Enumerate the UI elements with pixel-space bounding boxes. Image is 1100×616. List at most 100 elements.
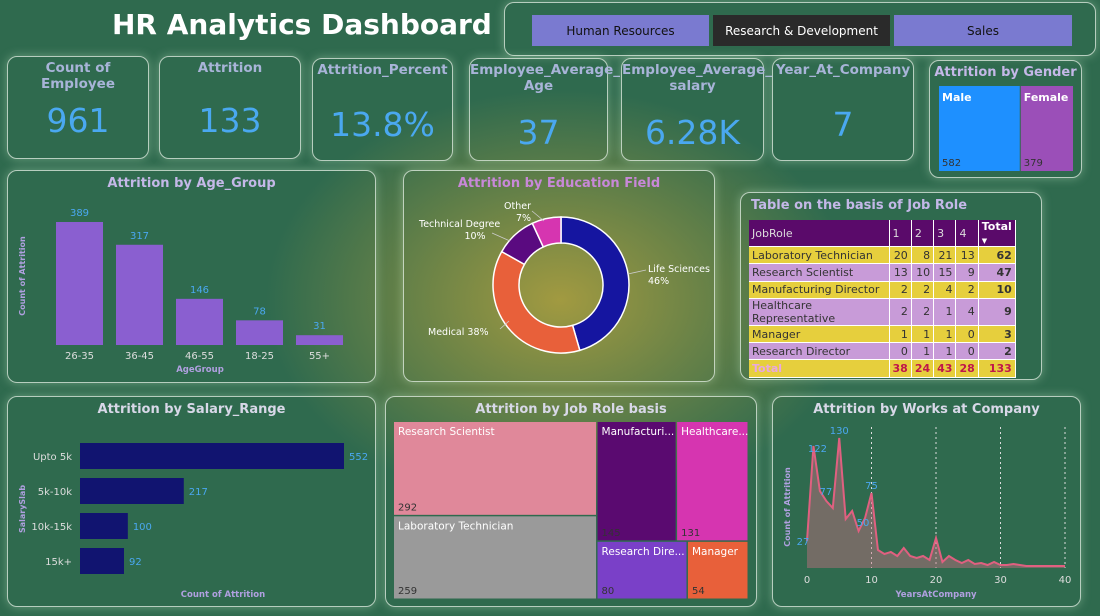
table-cell-total: 10 [978,281,1016,299]
table-cell-total: 62 [978,246,1016,265]
kpi-attrition-percent: Attrition_Percent 13.8% [312,58,453,161]
chart-title: Attrition by Works at Company [813,402,1040,417]
gender-treemap: Male 582 Female 379 [939,86,1073,171]
education-slice-label: Technical Degree [418,219,500,230]
kpi-value: 7 [832,105,854,144]
age-data-label: 31 [313,321,326,332]
sort-desc-icon: ▼ [981,237,988,245]
education-slice-label: Other [504,201,531,212]
kpi-title: Employee_Average_ Age [470,62,620,94]
kpi-value: 961 [46,101,110,140]
gender-cell [939,86,1020,171]
table-cell-jobrole: Healthcare Representative [749,298,890,326]
age-bar [296,335,343,345]
salary-chart-card: Attrition by Salary_Range 552 Upto 5k 217 5… [7,396,376,607]
kpi-average-salary: Employee_Average_ salary 6.28K [621,58,772,161]
chart-title: Attrition by Education Field [457,176,661,191]
jobrole-treemap-cell [597,422,676,541]
table-header[interactable]: 4 [955,220,979,247]
table-cell: 2 [911,281,935,299]
table-cell: 1 [911,342,935,361]
age-bar [176,298,223,345]
tab-human-resources[interactable]: Human Resources [532,15,709,46]
table-cell-jobrole: Manager [749,325,890,344]
table-row: Manager 1 1 1 0 3 [749,325,1016,344]
department-slicer: Human Resources Research & Development S… [504,2,1096,56]
gender-chart-card: Attrition by Gender Male 582 Female 379 [929,60,1082,178]
age-data-label: 146 [190,285,209,296]
salary-bar [80,478,184,504]
tab-sales[interactable]: Sales [894,15,1072,46]
salary-tick-label: 5k-10k [38,487,72,498]
age-bar [56,222,103,345]
tab-research-development[interactable]: Research & Development [713,15,890,46]
kpi-value: 6.28K [644,113,741,152]
table-total-cell: 28 [955,359,979,378]
kpi-value: 133 [198,101,262,140]
works-data-label: 130 [830,426,849,437]
jobrole-treemap-value: 259 [398,586,417,597]
jobrole-treemap: Research Scientist 292 Laboratory Technici… [394,422,748,599]
table-header[interactable]: 3 [933,220,957,247]
works-data-label: 50 [857,518,870,529]
works-tick-label: 10 [865,575,878,586]
table-header[interactable]: 1 [889,220,912,247]
table-cell: 2 [889,298,912,326]
table-cell: 13 [955,246,979,265]
age-tick-label: 18-25 [245,351,274,362]
kpi-value: 13.8% [330,105,435,144]
salary-bar [80,513,128,539]
age-tick-label: 36-45 [125,351,154,362]
works-data-label: 122 [808,444,827,455]
table-cell: 1 [933,298,957,326]
age-bar [236,320,283,345]
salary-bar [80,548,124,574]
table-cell-jobrole: Manufacturing Director [749,281,890,299]
jobrole-treemap-cell [394,516,597,599]
education-leader-line [531,210,545,222]
salary-bar-chart: 552 Upto 5k 217 5k-10k 100 10k-15k 92 15k+ Count… [18,443,368,600]
table-total-cell: 24 [911,359,935,378]
salary-x-axis-label: Count of Attrition [181,590,265,600]
table-row: Manufacturing Director 2 2 4 2 10 [749,281,1016,299]
works-area [807,438,1065,568]
kpi-title: Employee_Average_ salary [622,62,772,94]
table-cell: 1 [933,342,957,361]
table-header[interactable]: 2 [911,220,935,247]
education-slice-label: Life Sciences [648,264,710,275]
works-tick-label: 30 [994,575,1007,586]
works-tick-label: 0 [804,575,810,586]
age-data-label: 78 [253,306,266,317]
table-total-cell: 38 [889,359,912,378]
table-total-cell: 133 [978,359,1016,378]
table-cell: 1 [889,325,912,344]
chart-title: Attrition by Age_Group [107,176,276,191]
table-cell-total: 9 [978,298,1016,326]
table-header-total[interactable]: Total ▼ [978,220,1016,247]
kpi-average-age: Employee_Average_ Age 37 [469,58,620,161]
table-row: Research Scientist 13 10 15 9 47 [749,263,1016,282]
education-chart-card: Attrition by Education Field Life Scienc… [403,170,715,382]
table-cell: 0 [955,325,979,344]
jobrole-treemap-label: Manager [692,546,739,558]
works-tick-label: 20 [930,575,943,586]
age-bar [116,244,163,345]
education-leader-line [491,232,511,242]
works-tick-label: 40 [1059,575,1072,586]
age-y-axis-label: Count of Attrition [18,236,27,316]
table-cell-total: 2 [978,342,1016,361]
table-cell: 0 [889,342,912,361]
works-chart-card: Attrition by Works at Company 0 10 20 30 40 2… [772,396,1081,607]
table-cell-jobrole: Laboratory Technician [749,246,890,265]
education-slice [492,250,581,354]
salary-data-label: 552 [349,452,368,463]
jobrole-treemap-card: Attrition by Job Role basis Research Sci… [385,396,757,607]
salary-tick-label: Upto 5k [33,452,72,463]
table-cell: 15 [933,263,957,282]
jobrole-treemap-label: Healthcare... [681,426,748,438]
gender-label: Male [942,91,972,104]
table-cell: 4 [955,298,979,326]
kpi-attrition: Attrition 133 [159,56,301,159]
table-header[interactable]: JobRole [749,220,890,247]
dashboard-title: HR Analytics Dashboard [112,8,492,41]
